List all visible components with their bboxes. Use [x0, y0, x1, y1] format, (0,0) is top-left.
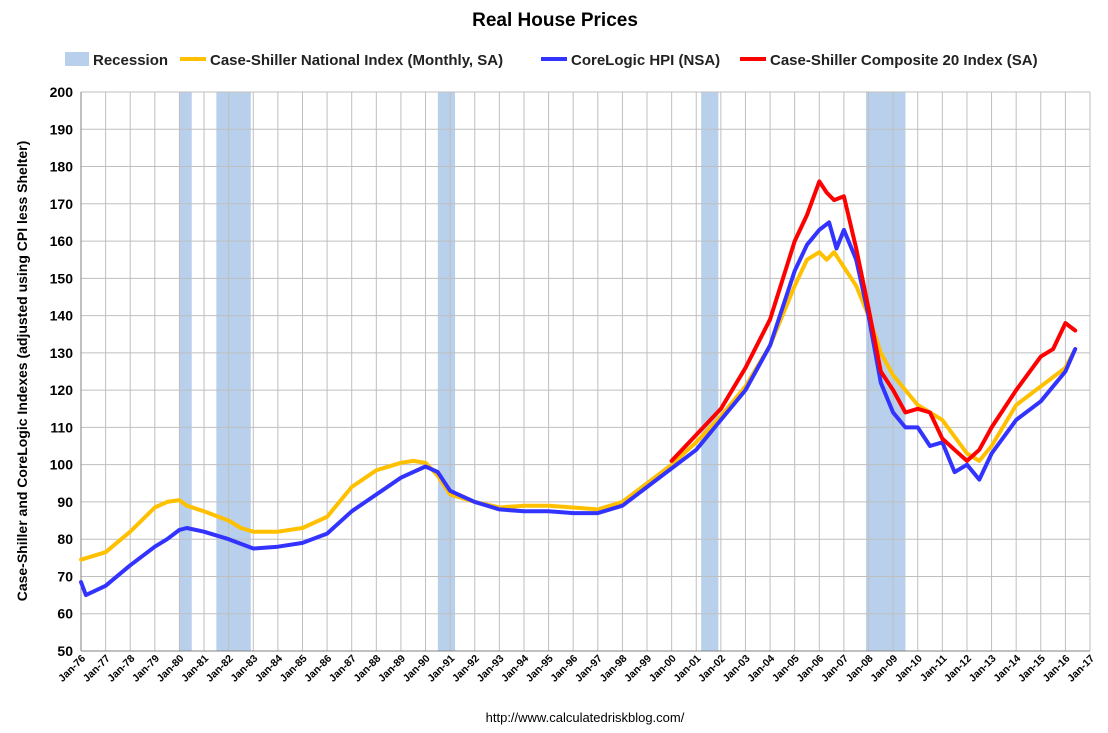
legend-label-corelogic: CoreLogic HPI (NSA) — [571, 52, 720, 69]
y-tick-label: 150 — [50, 270, 74, 286]
y-tick-label: 170 — [50, 196, 74, 212]
y-tick-label: 50 — [57, 643, 73, 659]
legend-label-recession: Recession — [93, 52, 168, 69]
recession-band-4 — [866, 92, 906, 651]
recession-band-0 — [179, 92, 192, 651]
y-tick-label: 140 — [50, 308, 74, 324]
y-tick-label: 90 — [57, 494, 73, 510]
series-line-case-shiller-composite-20-index-sa — [669, 179, 1078, 463]
series-line-case-shiller-national-index-monthly-sa — [79, 250, 1078, 562]
legend-label-case-shiller-national: Case-Shiller National Index (Monthly, SA… — [210, 52, 503, 69]
y-tick-label: 70 — [57, 568, 73, 584]
y-tick-label: 180 — [50, 159, 74, 175]
source-url: http://www.calculatedriskblog.com/ — [486, 710, 685, 725]
y-tick-label: 190 — [50, 121, 74, 137]
y-tick-label: 60 — [57, 606, 73, 622]
y-tick-label: 80 — [57, 531, 73, 547]
legend-swatch-recession — [65, 52, 89, 66]
recession-band-1 — [216, 92, 251, 651]
x-tick-label: Jan-17 — [1065, 653, 1097, 685]
y-tick-label: 160 — [50, 233, 74, 249]
y-tick-label: 100 — [50, 457, 74, 473]
y-tick-label: 130 — [50, 345, 74, 361]
y-tick-label: 120 — [50, 382, 74, 398]
recession-band-3 — [701, 92, 719, 651]
y-tick-label: 110 — [50, 419, 73, 435]
legend: Recession Case-Shiller National Index (M… — [65, 52, 1038, 69]
x-tick-label: Jan-10 — [893, 653, 925, 685]
series-line-corelogic-hpi-nsa — [79, 220, 1078, 598]
recession-band-2 — [437, 92, 456, 651]
y-axis-label: Case-Shiller and CoreLogic Indexes (adju… — [14, 141, 30, 602]
plot-area: 50 60 70 80 90 100 110 120 130 140 150 160 170 180 190… — [50, 84, 1098, 685]
legend-label-case-shiller-20: Case-Shiller Composite 20 Index (SA) — [770, 52, 1038, 69]
y-tick-label: 200 — [50, 84, 74, 100]
chart-title: Real House Prices — [472, 10, 638, 31]
